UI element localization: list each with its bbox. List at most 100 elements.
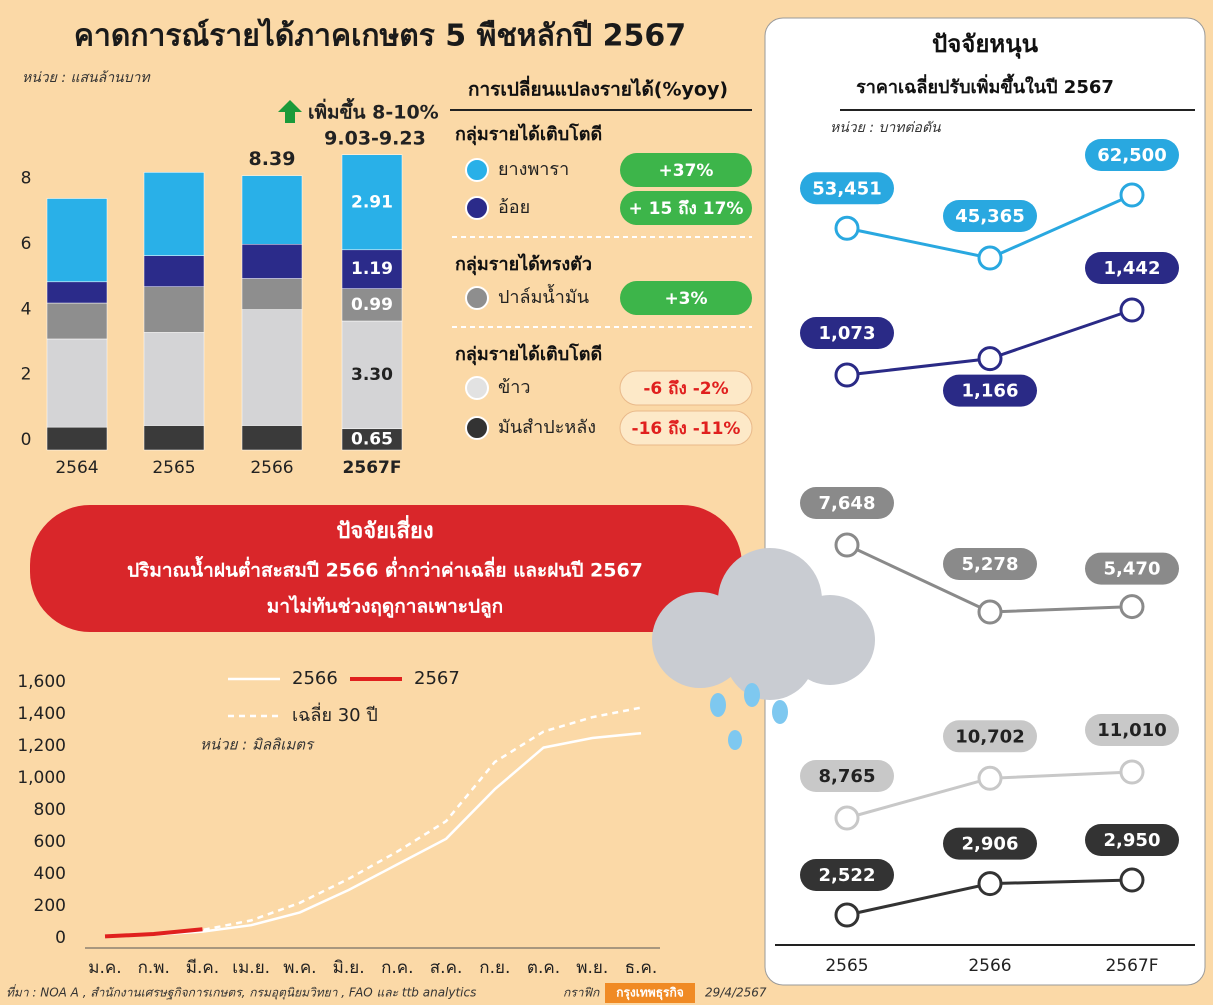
- y-tick-label: 400: [34, 864, 66, 884]
- source: ที่มา : NOA A , สำนักงานเศรษฐกิจการเกษตร…: [6, 984, 476, 1001]
- x-tick-label: พ.ค.: [283, 958, 316, 978]
- bar-segment: [47, 339, 107, 427]
- value-label: 2,950: [1104, 830, 1161, 851]
- bar-segment: [144, 256, 204, 287]
- value-label: 1,166: [962, 381, 1019, 402]
- price-point: [979, 348, 1001, 370]
- x-tick-label: 2566: [250, 458, 293, 478]
- unit-label: หน่วย : บาทต่อตัน: [830, 120, 941, 136]
- y-tick-label: 800: [34, 800, 66, 820]
- item-dot: [466, 287, 488, 309]
- item-label: มันสำปะหลัง: [498, 417, 596, 438]
- bar-segment: [47, 303, 107, 339]
- price-point: [979, 873, 1001, 895]
- panel-subtitle: ราคาเฉลี่ยปรับเพิ่มขึ้นในปี 2567: [856, 73, 1114, 98]
- price-point: [1121, 184, 1143, 206]
- price-point: [836, 217, 858, 239]
- brand: กรุงเทพธุรกิจ: [616, 986, 684, 1001]
- price-point: [979, 247, 1001, 269]
- bar-segment: [242, 426, 302, 450]
- item-label: ยางพารา: [498, 159, 569, 180]
- change-label: + 15 ถึง 17%: [629, 199, 744, 219]
- title: คาดการณ์รายได้ภาคเกษตร 5 พืชหลักปี 2567: [74, 18, 686, 54]
- price-point: [979, 767, 1001, 789]
- value-label: 5,470: [1104, 559, 1161, 580]
- y-tick-label: 1,200: [17, 736, 66, 756]
- y-tick-label: 0: [21, 430, 32, 450]
- panel-title: ปัจจัยหนุน: [932, 30, 1039, 60]
- legend-label: 2567: [414, 668, 460, 689]
- price-point: [836, 534, 858, 556]
- graphic-label: กราฟิก: [563, 986, 600, 1000]
- item-dot: [466, 377, 488, 399]
- y-tick-label: 6: [21, 234, 32, 254]
- x-tick-label: ก.ค.: [381, 958, 413, 978]
- total-label: 8.39: [249, 148, 296, 170]
- item-dot: [466, 197, 488, 219]
- value-label: 5,278: [962, 554, 1019, 575]
- unit-label: หน่วย : แสนล้านบาท: [22, 70, 151, 86]
- y-tick-label: 1,600: [17, 672, 66, 692]
- bar-segment: [242, 310, 302, 426]
- bar-segment: [144, 426, 204, 450]
- change-label: +3%: [664, 289, 707, 309]
- item-dot: [466, 159, 488, 181]
- y-tick-label: 600: [34, 832, 66, 852]
- unit-label: หน่วย : มิลลิเมตร: [200, 736, 315, 754]
- x-tick-label: 2565: [152, 458, 195, 478]
- y-tick-label: 8: [21, 169, 32, 189]
- x-tick-label: ก.พ.: [138, 958, 170, 978]
- value-label: 3.30: [351, 365, 393, 385]
- x-tick-label: 2567F: [1105, 956, 1158, 976]
- group-label: กลุ่มรายได้ทรงตัว: [455, 253, 592, 276]
- value-label: 1.19: [351, 259, 393, 279]
- x-tick-label: ธ.ค.: [625, 958, 658, 978]
- bar-segment: [242, 279, 302, 310]
- value-label: 11,010: [1097, 720, 1166, 741]
- price-point: [979, 601, 1001, 623]
- item-dot: [466, 417, 488, 439]
- x-tick-label: 2566: [968, 956, 1011, 976]
- x-tick-label: 2564: [55, 458, 98, 478]
- bar-segment: [47, 427, 107, 450]
- item-label: อ้อย: [498, 197, 530, 218]
- value-label: 10,702: [955, 726, 1024, 747]
- risk-line: ปริมาณน้ำฝนต่ำสะสมปี 2566 ต่ำกว่าค่าเฉลี…: [127, 556, 643, 582]
- x-tick-label: ส.ค.: [430, 958, 463, 978]
- date: 29/4/2567: [705, 986, 767, 1000]
- value-label: 2,906: [962, 834, 1019, 855]
- x-tick-label: 2567F: [343, 458, 402, 478]
- bar-segment: [144, 332, 204, 425]
- price-point: [1121, 761, 1143, 783]
- group-label: กลุ่มรายได้เติบโตดี: [455, 343, 602, 366]
- bar-segment: [47, 199, 107, 282]
- value-label: 1,442: [1104, 258, 1161, 279]
- item-label: ข้าว: [498, 377, 531, 398]
- value-label: 53,451: [812, 178, 881, 199]
- item-label: ปาล์มน้ำมัน: [498, 284, 589, 308]
- value-label: 0.99: [351, 295, 393, 315]
- bar-segment: [144, 287, 204, 333]
- value-label: 7,648: [819, 493, 876, 514]
- y-tick-label: 2: [21, 365, 32, 385]
- value-label: 0.65: [351, 429, 393, 449]
- value-label: 2,522: [819, 865, 876, 886]
- bar-segment: [47, 282, 107, 303]
- legend-label: เฉลี่ย 30 ปี: [292, 702, 378, 726]
- x-tick-label: เม.ย.: [232, 958, 270, 978]
- annotation: เพิ่มขึ้น 8-10%: [308, 98, 439, 124]
- y-tick-label: 1,000: [17, 768, 66, 788]
- yoy-title: การเปลี่ยนแปลงรายได้(%yoy): [468, 76, 728, 101]
- infographic: คาดการณ์รายได้ภาคเกษตร 5 พืชหลักปี 2567 ห…: [0, 0, 1213, 1005]
- x-tick-label: พ.ย.: [576, 958, 608, 978]
- value-label: 62,500: [1097, 145, 1166, 166]
- x-tick-label: ต.ค.: [527, 958, 560, 978]
- x-tick-label: มิ.ย.: [333, 958, 365, 978]
- x-tick-label: ม.ค.: [88, 958, 121, 978]
- value-label: 2.91: [351, 192, 393, 212]
- x-tick-label: ก.ย.: [479, 958, 510, 978]
- price-point: [836, 904, 858, 926]
- legend-label: 2566: [292, 668, 338, 689]
- bar-segment: [144, 172, 204, 255]
- price-point: [836, 364, 858, 386]
